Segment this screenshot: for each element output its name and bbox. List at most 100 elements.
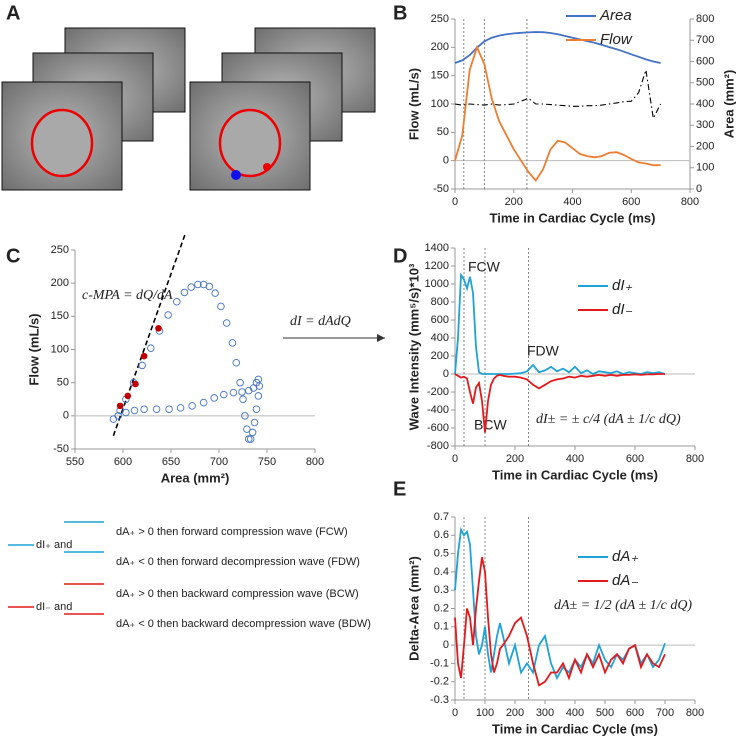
y-tick-label: 1200 bbox=[425, 260, 449, 272]
scatter-point bbox=[222, 319, 231, 327]
x-axis-title: Time in Cardiac Cycle (ms) bbox=[490, 210, 656, 225]
y-tick-label: 0 bbox=[443, 155, 449, 167]
legend-label: dI₋ bbox=[612, 301, 633, 318]
scatter-point bbox=[109, 415, 118, 423]
highlight-point bbox=[132, 380, 139, 388]
x-tick-label: 100 bbox=[476, 707, 494, 719]
y2-tick-label: 700 bbox=[696, 34, 714, 46]
y-tick-label: 50 bbox=[57, 377, 69, 389]
y-axis-title: Flow (mL/s) bbox=[406, 68, 421, 140]
y-tick-label: 0.6 bbox=[434, 529, 449, 541]
x-tick-label: 400 bbox=[566, 707, 584, 719]
y-tick-label: -800 bbox=[427, 440, 449, 452]
y-tick-label: -200 bbox=[427, 386, 449, 398]
y2-tick-label: 400 bbox=[696, 98, 714, 110]
series-line bbox=[454, 44, 661, 182]
x-tick-label: 650 bbox=[162, 456, 180, 468]
x-axis-title: Area (mm²) bbox=[161, 470, 230, 485]
y-tick-label: 600 bbox=[431, 314, 449, 326]
x-tick-label: 700 bbox=[210, 456, 228, 468]
x-tick-label: 0 bbox=[452, 707, 458, 719]
y-tick-label: -0.1 bbox=[430, 657, 449, 669]
panel-label: B bbox=[393, 2, 407, 24]
y-tick-label: 200 bbox=[431, 41, 449, 53]
y-tick-label: 1400 bbox=[425, 242, 449, 254]
y-tick-label: 250 bbox=[51, 244, 69, 256]
legend-label: dA₋ bbox=[612, 572, 638, 589]
scatter-point bbox=[248, 428, 257, 437]
scatter-point bbox=[245, 435, 253, 443]
y2-tick-label: 500 bbox=[696, 77, 714, 89]
x-tick-label: 800 bbox=[306, 456, 324, 468]
note-text: dA₊ > 0 then forward compression wave (F… bbox=[116, 526, 348, 538]
scatter-point bbox=[180, 288, 189, 297]
y-tick-label: 150 bbox=[431, 70, 449, 82]
scatter-point bbox=[255, 382, 264, 390]
scatter-point bbox=[241, 412, 249, 420]
y2-tick-label: 100 bbox=[696, 162, 714, 174]
note-text: dA₊ > 0 then backward compression wave (… bbox=[116, 588, 359, 600]
x-tick-label: 800 bbox=[681, 196, 699, 208]
scatter-point bbox=[229, 388, 238, 397]
scatter-point bbox=[232, 359, 241, 367]
y2-tick-label: 800 bbox=[696, 13, 714, 25]
arrow-head bbox=[377, 334, 385, 342]
scatter-point bbox=[239, 395, 247, 404]
y-axis-title: Delta-Area (mm²) bbox=[406, 556, 421, 661]
x-tick-label: 600 bbox=[622, 196, 640, 208]
scatter-point bbox=[152, 405, 161, 413]
scatter-point bbox=[246, 435, 255, 443]
scatter-point bbox=[199, 280, 208, 289]
scatter-point bbox=[176, 404, 185, 412]
y-tick-label: 100 bbox=[431, 98, 449, 110]
x-tick-label: 800 bbox=[686, 707, 704, 719]
annotation: FDW bbox=[527, 343, 560, 359]
y-tick-label: 0.5 bbox=[434, 548, 449, 560]
x-tick-label: 400 bbox=[566, 453, 584, 465]
panel-label: E bbox=[393, 478, 406, 500]
scatter-point bbox=[173, 297, 181, 306]
scatter-point bbox=[210, 394, 218, 402]
vessel-contour bbox=[30, 108, 94, 178]
scatter-point bbox=[238, 388, 246, 396]
x-tick-label: 500 bbox=[596, 707, 614, 719]
x-axis-title: Time in Cardiac Cycle (ms) bbox=[492, 467, 658, 482]
x-tick-label: 400 bbox=[563, 196, 581, 208]
y-tick-label: 200 bbox=[51, 277, 69, 289]
scatter-point bbox=[228, 339, 237, 347]
x-tick-label: 300 bbox=[536, 707, 554, 719]
y2-tick-label: 200 bbox=[696, 140, 714, 152]
y-tick-label: 0.2 bbox=[434, 602, 449, 614]
y-tick-label: 200 bbox=[431, 350, 449, 362]
y-tick-label: 0.3 bbox=[434, 584, 449, 596]
x-tick-label: 200 bbox=[505, 196, 523, 208]
note-label: dI₊ and bbox=[36, 539, 72, 551]
y-tick-label: 0.4 bbox=[434, 566, 449, 578]
scatter-point bbox=[250, 418, 259, 427]
y-tick-label: 50 bbox=[437, 126, 449, 138]
note-text: dA₊ < 0 then forward decompression wave … bbox=[116, 556, 360, 568]
annotation: c-MPA = dQ/dA bbox=[82, 288, 173, 303]
x-tick-label: 750 bbox=[258, 456, 276, 468]
scatter-point bbox=[252, 405, 261, 413]
x-tick-label: 200 bbox=[506, 707, 524, 719]
vessel-contour bbox=[218, 108, 282, 178]
note-label: dI₋ and bbox=[36, 601, 72, 613]
y2-tick-label: 600 bbox=[696, 55, 714, 67]
highlight-point bbox=[116, 402, 124, 410]
y-tick-label: -400 bbox=[427, 404, 449, 416]
scatter-point bbox=[254, 392, 263, 400]
series-line bbox=[454, 557, 666, 687]
fit-line bbox=[112, 233, 187, 437]
roi-dot bbox=[231, 170, 241, 180]
legend-label: dI₊ bbox=[612, 277, 633, 294]
series-line bbox=[454, 373, 665, 433]
y-tick-label: 250 bbox=[431, 13, 449, 25]
scatter-point bbox=[138, 361, 146, 370]
scatter-point bbox=[199, 398, 208, 407]
x-tick-label: 700 bbox=[656, 707, 674, 719]
mri-stack-right bbox=[189, 27, 376, 191]
y2-tick-label: 300 bbox=[696, 119, 714, 131]
y-tick-label: -0.3 bbox=[430, 694, 449, 706]
